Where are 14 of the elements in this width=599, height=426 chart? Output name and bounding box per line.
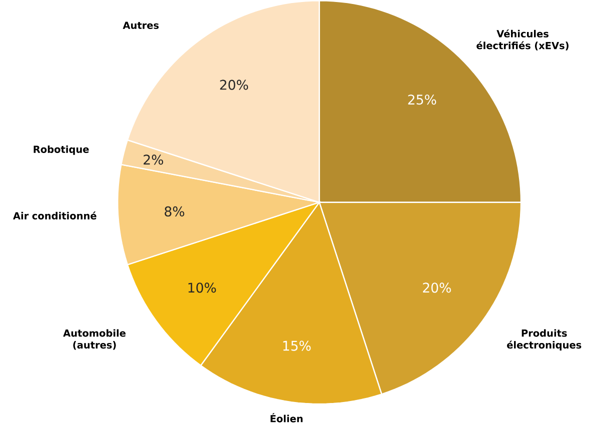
slice-label: Air conditionné [13,212,96,220]
data-label: 25% [408,94,436,105]
slice-label: Robotique [34,146,89,155]
slice-label: Éolien [270,413,303,422]
data-label: 2% [144,154,164,165]
data-label: 10% [188,282,216,293]
data-label: 15% [283,340,311,351]
slice-label: Produits électroniques [507,329,582,351]
slice-label: Autres [122,22,159,30]
slice-label: Véhicules électrifiés (xEVs) [476,30,568,50]
data-label: 20% [422,282,451,293]
data-label: 8% [164,206,184,217]
slice-label: Automobile (autres) [63,329,126,350]
data-label: 20% [220,80,248,90]
